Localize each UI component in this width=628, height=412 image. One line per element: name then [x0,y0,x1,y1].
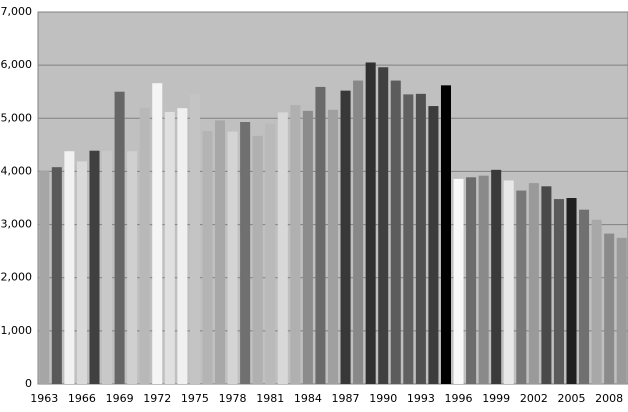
bar [102,150,113,384]
x-tick-label: 1984 [294,392,322,405]
y-tick-label: 3,000 [1,218,33,231]
bar [390,80,401,384]
bar [89,150,100,384]
bar [428,106,439,384]
y-tick-label: 7,000 [1,5,33,18]
bar [604,233,615,384]
x-tick-label: 1963 [30,392,58,405]
bar [64,151,75,384]
bar [566,198,577,384]
x-tick-label: 1975 [181,392,209,405]
bar [39,170,50,384]
bar [202,131,213,384]
bar [277,112,288,384]
x-tick-label: 1996 [445,392,473,405]
x-tick-label: 1999 [482,392,510,405]
y-tick-label: 1,000 [1,324,33,337]
x-tick-label: 1993 [407,392,435,405]
bar [302,110,313,385]
bar [327,109,339,384]
bar [164,111,175,384]
bar [528,183,539,384]
bar [365,62,376,384]
x-tick-label: 1990 [369,392,397,405]
x-tick-label: 2008 [595,392,623,405]
bar [290,105,301,384]
bar [152,83,163,384]
bar [227,131,238,384]
bar [553,199,564,384]
bar [516,190,527,384]
bar [265,123,276,384]
bar [503,180,514,384]
y-tick-label: 2,000 [1,271,33,284]
bar [453,178,464,384]
bar [114,91,125,384]
bar [252,135,263,384]
x-tick-label: 2002 [520,392,548,405]
bar [215,120,226,384]
x-tick-label: 1981 [256,392,284,405]
bar [353,80,364,384]
bar [491,169,502,384]
x-tick-label: 1978 [219,392,247,405]
bar [51,167,62,384]
bar [127,151,138,384]
bar [139,107,150,385]
y-tick-label: 4,000 [1,164,33,177]
bar [591,219,602,384]
bar [177,108,188,384]
bar [466,177,477,384]
bar [76,161,87,384]
bar [403,94,414,384]
bar [240,122,251,385]
bar [189,94,200,384]
bar [440,85,451,384]
bar [315,86,326,384]
y-tick-label: 6,000 [1,58,33,71]
x-tick-label: 2005 [558,392,586,405]
bar [616,237,627,384]
x-tick-label: 1972 [143,392,171,405]
bar [378,67,389,385]
bar [579,209,590,384]
y-tick-label: 0 [25,377,32,390]
x-tick-label: 1969 [106,392,134,405]
y-tick-label: 5,000 [1,111,33,124]
x-tick-label: 1987 [332,392,360,405]
bar [541,186,552,384]
x-tick-label: 1966 [68,392,96,405]
bar [478,175,489,384]
bar [340,90,351,384]
bar [415,93,426,384]
